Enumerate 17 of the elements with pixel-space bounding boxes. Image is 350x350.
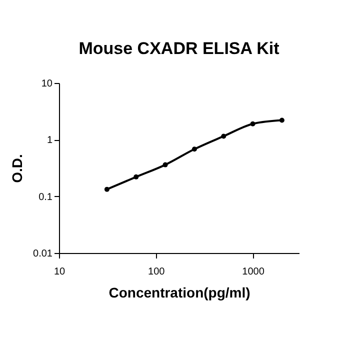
- y-axis-title: O.D.: [9, 154, 26, 183]
- x-tick-label: 100: [148, 266, 166, 278]
- x-axis-title: Concentration(pg/ml): [108, 284, 250, 300]
- point: [221, 134, 226, 139]
- y-tick-label: 10: [41, 78, 53, 90]
- y-tick-label: 0.1: [38, 192, 53, 203]
- point: [162, 162, 168, 168]
- point: [250, 121, 256, 126]
- chart-title: Mouse CXADR ELISA Kit: [78, 39, 280, 58]
- x-tick-label: 1000: [242, 266, 265, 278]
- point: [104, 186, 110, 192]
- y-tick-label: 0.01: [33, 248, 53, 260]
- point: [134, 174, 139, 180]
- x-tick-label: 10: [54, 266, 66, 278]
- point: [192, 146, 197, 152]
- y-tick-label: 1: [46, 135, 53, 146]
- point: [279, 118, 284, 123]
